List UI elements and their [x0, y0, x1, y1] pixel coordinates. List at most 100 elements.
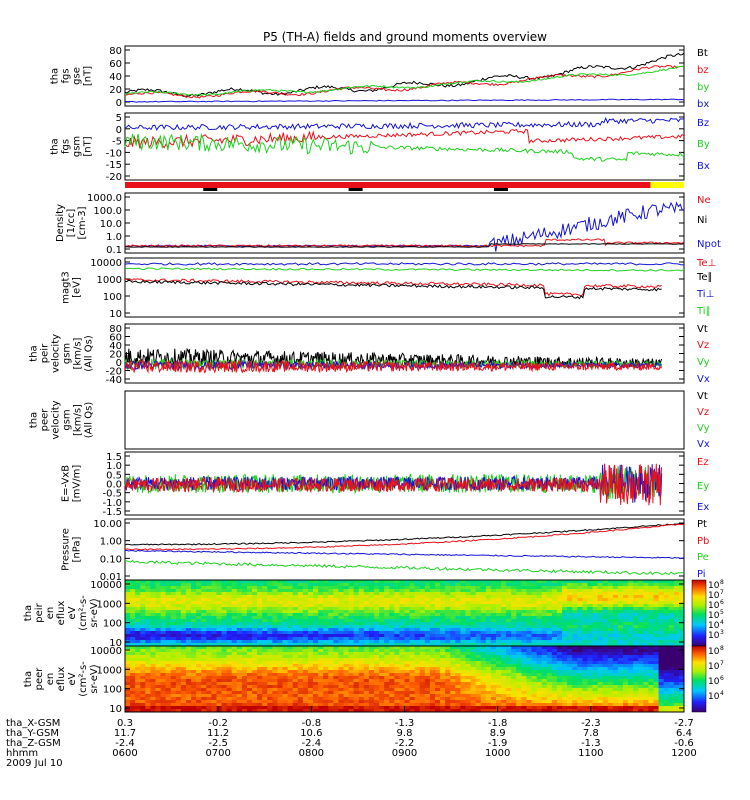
- spectrogram-cell: [135, 649, 141, 653]
- spectrogram-cell: [262, 652, 268, 656]
- spectrogram-cell: [155, 682, 162, 686]
- spectrogram-cell: [490, 622, 497, 626]
- spectrogram-cell: [363, 682, 370, 686]
- spectrogram-cell: [201, 667, 207, 671]
- spectrogram-cell: [150, 664, 156, 668]
- spectrogram-cell: [460, 616, 466, 620]
- spectrogram-cell: [572, 598, 578, 602]
- spectrogram-cell: [643, 631, 649, 635]
- spectrogram-cell: [582, 625, 588, 629]
- spectrogram-cell: [445, 673, 451, 677]
- spectrogram-cell: [562, 679, 568, 683]
- spectrogram-cell: [160, 586, 167, 590]
- spectrogram-cell: [292, 628, 299, 632]
- spectrogram-cell: [628, 610, 634, 614]
- spectrogram-cell: [160, 685, 167, 689]
- spectrogram-cell: [653, 595, 660, 599]
- spectrogram-cell: [470, 610, 477, 614]
- spectrogram-cell: [135, 685, 141, 689]
- spectrogram-cell: [480, 580, 487, 584]
- spectrogram-cell: [445, 610, 451, 614]
- spectrogram-cell: [282, 640, 289, 644]
- spectrogram-cell: [145, 709, 151, 713]
- spectrogram-cell: [658, 652, 665, 656]
- spectrogram-cell: [231, 619, 238, 623]
- spectrogram-cell: [216, 649, 223, 653]
- spectrogram-cell: [648, 637, 655, 641]
- spectrogram-cell: [196, 670, 202, 674]
- spectrogram-cell: [318, 607, 324, 611]
- spectrogram-cell: [313, 673, 319, 677]
- spectrogram-cell: [307, 634, 314, 638]
- spectrogram-cell: [353, 703, 360, 707]
- spectrogram-cell: [582, 649, 588, 653]
- spectrogram-cell: [384, 673, 390, 677]
- spectrogram-cell: [638, 595, 644, 599]
- spectrogram-cell: [587, 589, 594, 593]
- spectrogram-cell: [236, 610, 243, 614]
- spectrogram-cell: [455, 592, 461, 596]
- spectrogram-cell: [328, 604, 334, 608]
- spectrogram-cell: [277, 589, 284, 593]
- spectrogram-cell: [470, 661, 477, 665]
- spectrogram-cell: [211, 706, 217, 710]
- spectrogram-cell: [125, 700, 131, 704]
- spectrogram-cell: [429, 679, 436, 683]
- spectrogram-cell: [211, 580, 217, 584]
- spectrogram-cell: [633, 583, 639, 587]
- spectrogram-cell: [501, 682, 507, 686]
- spectrogram-cell: [211, 610, 217, 614]
- spectrogram-cell: [678, 619, 685, 623]
- spectrogram-cell: [506, 580, 512, 584]
- spectrogram-cell: [521, 604, 527, 608]
- spectrogram-cell: [602, 700, 609, 704]
- spectrogram-cell: [140, 703, 146, 707]
- spectrogram-cell: [414, 595, 421, 599]
- spectrogram-cell: [506, 583, 512, 587]
- spectrogram-cell: [170, 709, 177, 713]
- spectrogram-cell: [150, 613, 156, 617]
- spectrogram-cell: [191, 637, 197, 641]
- spectrogram-cell: [221, 646, 228, 650]
- spectrogram-cell: [368, 691, 375, 695]
- spectrogram-cell: [130, 700, 136, 704]
- spectrogram-cell: [323, 673, 329, 677]
- spectrogram-cell: [282, 682, 289, 686]
- spectrogram-cell: [287, 589, 294, 593]
- spectrogram-cell: [592, 703, 599, 707]
- spectrogram-cell: [419, 634, 426, 638]
- spectrogram-cell: [363, 598, 370, 602]
- spectrogram-cell: [216, 697, 223, 701]
- spectrogram-cell: [612, 643, 619, 647]
- spectrogram-cell: [389, 595, 395, 599]
- spectrogram-cell: [150, 619, 156, 623]
- spectrogram-cell: [226, 679, 233, 683]
- spectrogram-cell: [353, 613, 360, 617]
- spectrogram-cell: [216, 640, 223, 644]
- spectrogram-cell: [556, 694, 563, 698]
- spectrogram-cell: [155, 628, 162, 632]
- spectrogram-cell: [348, 706, 355, 710]
- spectrogram-cell: [272, 679, 278, 683]
- spectrogram-cell: [516, 637, 522, 641]
- spectrogram-cell: [633, 643, 639, 647]
- spectrogram-cell: [480, 646, 487, 650]
- spectrogram-cell: [414, 634, 421, 638]
- spectrogram-cell: [333, 592, 339, 596]
- spectrogram-cell: [495, 706, 502, 710]
- spectrogram-cell: [414, 649, 421, 653]
- spectrogram-cell: [338, 586, 345, 590]
- spectrogram-cell: [297, 604, 304, 608]
- spectrogram-cell: [302, 592, 309, 596]
- spectrogram-cell: [185, 709, 192, 713]
- spectrogram-cell: [368, 628, 375, 632]
- spectrogram-cell: [170, 592, 177, 596]
- spectrogram-cell: [323, 622, 329, 626]
- spectrogram-cell: [165, 682, 172, 686]
- spectrogram-cell: [379, 682, 385, 686]
- spectrogram-cell: [501, 667, 507, 671]
- spectrogram-cell: [465, 628, 472, 632]
- spectrogram-cell: [501, 676, 507, 680]
- spectrogram-cell: [277, 667, 284, 671]
- spectrogram-cell: [475, 604, 482, 608]
